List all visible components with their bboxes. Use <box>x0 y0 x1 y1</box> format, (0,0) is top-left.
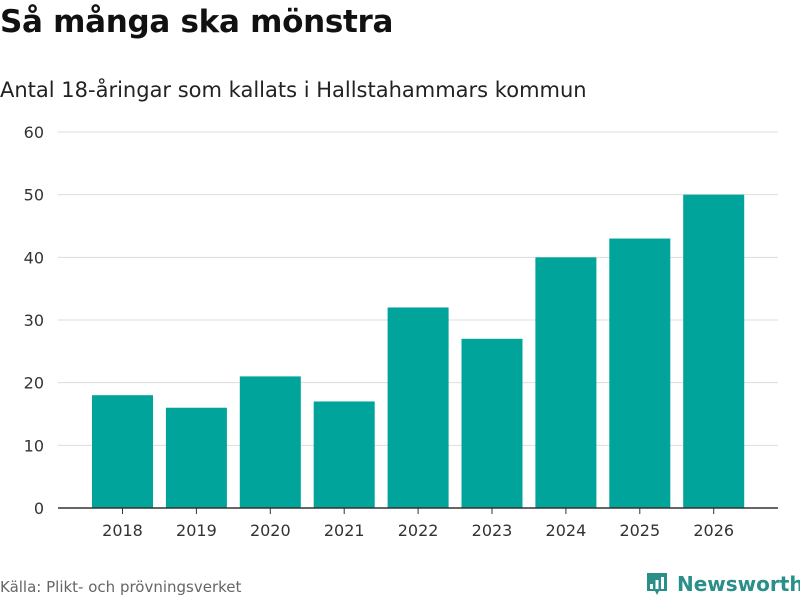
bar-2025 <box>609 238 671 509</box>
bars <box>92 194 745 509</box>
y-tick-label-30: 30 <box>24 311 44 330</box>
x-tick-label-2018: 2018 <box>102 521 143 540</box>
x-tick-label-2023: 2023 <box>472 521 513 540</box>
newsworthy-logo-icon <box>647 573 667 595</box>
bar-2023 <box>461 338 523 508</box>
chart-subtitle: Antal 18-åringar som kallats i Hallstaha… <box>0 78 587 102</box>
newsworthy-logo[interactable]: Newsworthy <box>645 570 800 598</box>
bar-2020 <box>239 376 301 508</box>
bar-2022 <box>387 307 449 508</box>
newsworthy-logo-text: Newsworthy <box>677 572 800 596</box>
x-tick-label-2024: 2024 <box>546 521 587 540</box>
y-tick-label-20: 20 <box>24 374 44 393</box>
bar-2018 <box>92 395 153 508</box>
source-note: Källa: Plikt- och prövningsverket <box>0 578 242 596</box>
y-tick-label-50: 50 <box>24 186 44 205</box>
x-tick-label-2022: 2022 <box>398 521 439 540</box>
y-tick-label-10: 10 <box>24 436 44 455</box>
axes: 0 10 20 30 40 50 60 2018 2019 2020 2021 2022 2023 202… <box>24 123 778 540</box>
y-tick-label-0: 0 <box>34 499 44 518</box>
x-tick-label-2019: 2019 <box>176 521 217 540</box>
x-tick-label-2021: 2021 <box>324 521 365 540</box>
y-tick-label-40: 40 <box>24 248 44 267</box>
bar-2019 <box>165 407 227 508</box>
bar-2024 <box>535 257 597 508</box>
x-tick-label-2025: 2025 <box>619 521 660 540</box>
bar-2021 <box>313 401 375 508</box>
y-tick-label-60: 60 <box>24 123 44 142</box>
x-tick-label-2020: 2020 <box>250 521 291 540</box>
x-tick-label-2026: 2026 <box>693 521 734 540</box>
chart-title: Så många ska mönstra <box>0 4 394 40</box>
bar-2026 <box>683 194 745 508</box>
